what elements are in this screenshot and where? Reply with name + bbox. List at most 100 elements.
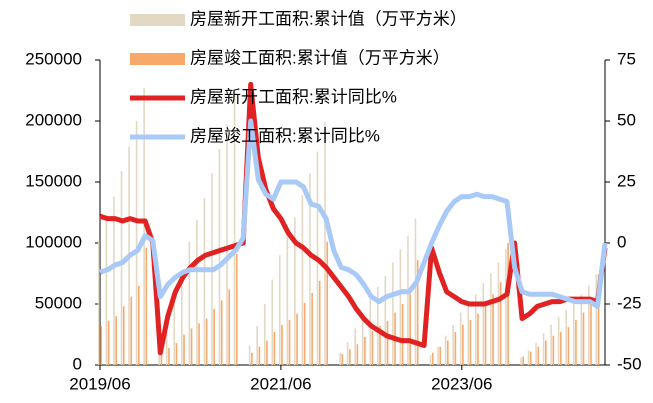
bar — [122, 306, 125, 365]
bar — [271, 279, 274, 365]
line — [99, 118, 608, 309]
bar — [318, 280, 321, 365]
bar — [354, 328, 356, 365]
bar — [529, 351, 532, 365]
bar — [278, 255, 281, 365]
x-tick-label: 2019/06 — [69, 374, 130, 393]
bar — [439, 346, 442, 365]
bar — [462, 324, 464, 365]
bar — [303, 302, 306, 365]
bar — [248, 345, 251, 365]
bar — [181, 269, 183, 365]
bar — [490, 273, 492, 365]
bar — [273, 332, 276, 365]
bar — [258, 346, 261, 365]
bar — [301, 195, 304, 365]
bar — [399, 249, 402, 365]
legend-swatch — [130, 14, 185, 26]
bar — [190, 328, 193, 365]
bar — [311, 293, 313, 365]
bar — [235, 253, 238, 365]
bar — [309, 173, 311, 365]
bar — [384, 275, 387, 365]
bar — [175, 343, 178, 365]
bar — [444, 335, 447, 365]
bar — [173, 296, 176, 365]
bar — [505, 249, 507, 365]
bar — [205, 318, 208, 365]
bar — [346, 341, 349, 365]
bar — [467, 304, 470, 365]
y2-tick-label: -25 — [617, 293, 642, 312]
bar — [484, 304, 487, 365]
bar — [437, 346, 439, 365]
bar — [545, 340, 547, 365]
legend-label: 房屋新开工面积:累计同比% — [190, 87, 397, 106]
bar — [281, 324, 283, 365]
bar — [369, 299, 372, 365]
y-tick-label: 50000 — [35, 293, 82, 312]
bar — [527, 350, 530, 365]
bar — [401, 304, 404, 365]
bar — [296, 313, 298, 365]
bar — [552, 335, 555, 365]
bar — [203, 197, 206, 365]
bar — [580, 294, 583, 365]
bar — [482, 283, 485, 365]
bar — [324, 122, 326, 365]
bar — [459, 312, 462, 365]
bar — [520, 357, 522, 365]
bar — [392, 262, 394, 365]
bar — [497, 262, 500, 365]
legend-swatch — [130, 53, 185, 65]
line — [99, 81, 608, 356]
bar — [251, 352, 253, 365]
bar — [288, 319, 291, 365]
y-tick-label: 150000 — [25, 171, 82, 190]
bar — [537, 346, 540, 365]
bar — [183, 334, 185, 365]
bar — [590, 304, 592, 365]
bar — [228, 289, 231, 365]
y-tick-label: 250000 — [25, 49, 82, 68]
bar — [349, 349, 351, 365]
bar — [130, 296, 133, 365]
legend-label: 房屋竣工面积:累计同比% — [190, 126, 380, 145]
bar — [115, 316, 117, 365]
y-tick-label: 0 — [73, 354, 82, 373]
bar — [379, 325, 381, 365]
bar — [447, 340, 449, 365]
bar — [560, 332, 562, 365]
bar — [266, 340, 268, 365]
bar — [120, 171, 123, 365]
bar — [492, 294, 494, 365]
legend-label: 房屋竣工面积:累计值（万平方米） — [190, 48, 450, 67]
x-tick-label: 2021/06 — [250, 374, 311, 393]
bar — [107, 321, 110, 365]
bar — [575, 319, 577, 365]
bar — [386, 321, 389, 365]
bar — [100, 325, 102, 365]
bar — [542, 333, 545, 365]
bar — [137, 285, 140, 365]
bar — [474, 294, 477, 365]
bar — [226, 124, 228, 365]
bar — [407, 235, 409, 365]
legend-label: 房屋新开工面积:累计值（万平方米） — [190, 9, 467, 28]
bar — [294, 217, 296, 365]
bar — [168, 347, 170, 365]
bar — [429, 355, 432, 365]
y-tick-label: 200000 — [25, 110, 82, 129]
bar — [213, 308, 215, 365]
bar — [339, 352, 341, 365]
bar — [469, 319, 472, 365]
bar — [371, 330, 374, 365]
bar — [256, 325, 258, 365]
bar — [160, 354, 163, 365]
bar — [409, 294, 411, 365]
bar — [567, 327, 570, 365]
bar — [522, 356, 524, 365]
bar — [143, 88, 145, 365]
y2-tick-label: 50 — [617, 110, 636, 129]
